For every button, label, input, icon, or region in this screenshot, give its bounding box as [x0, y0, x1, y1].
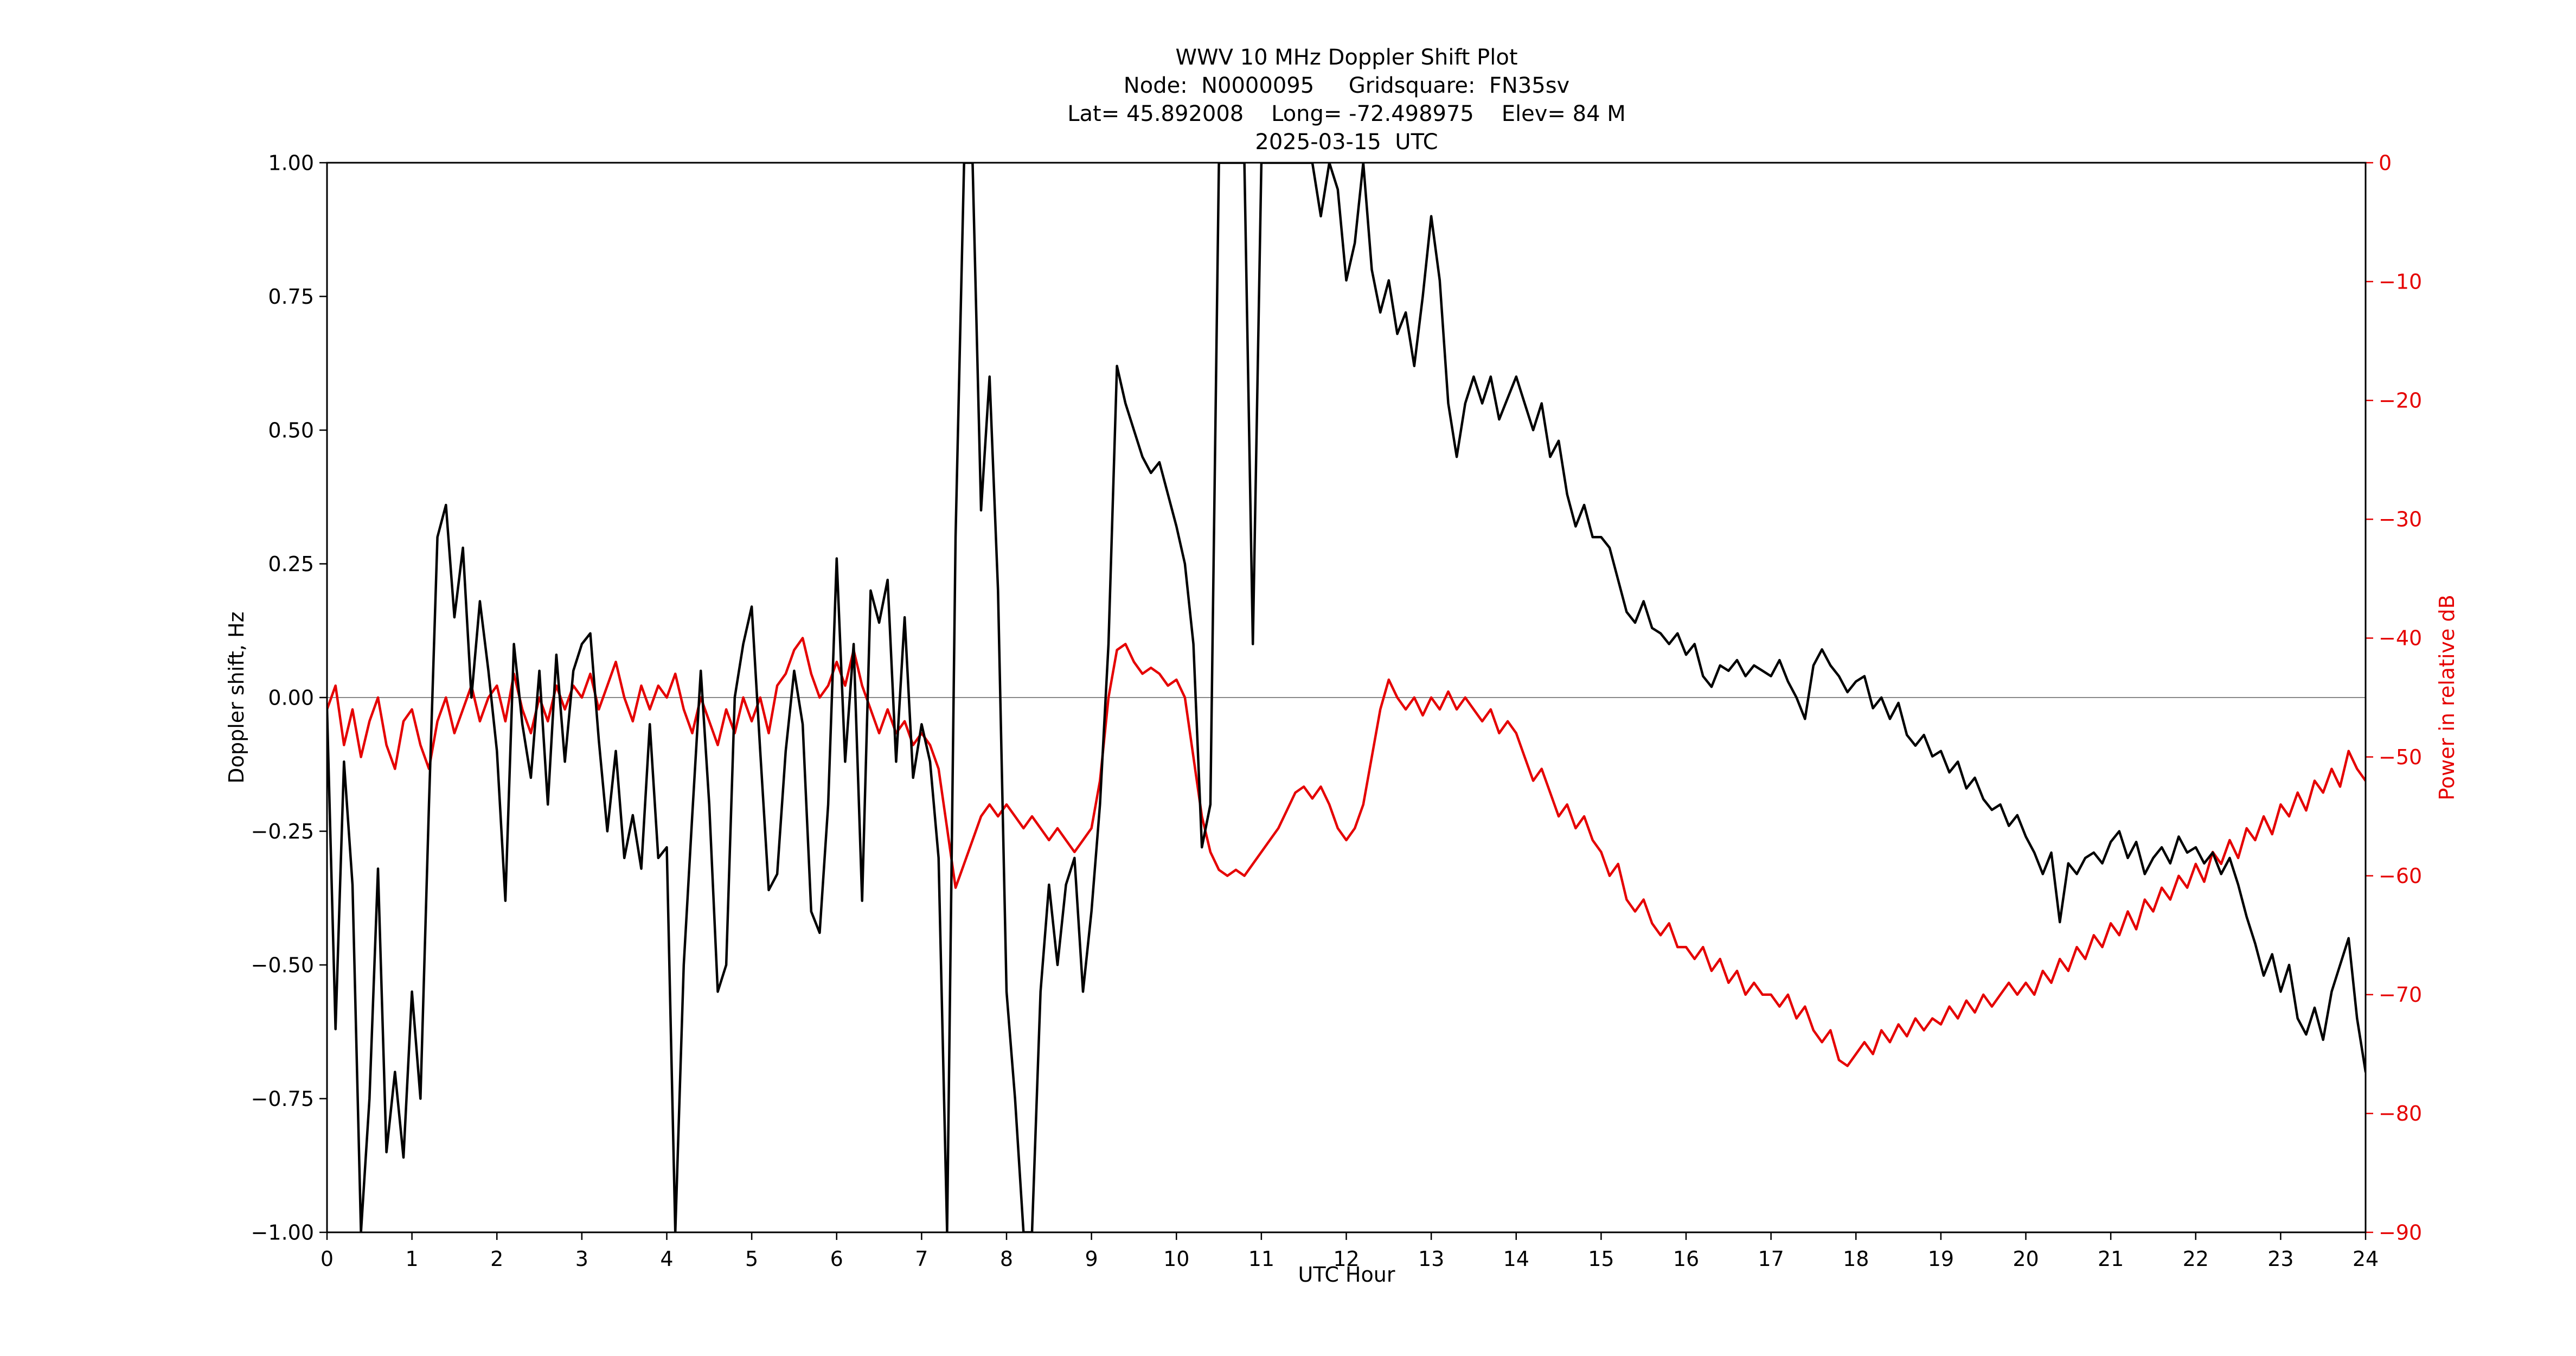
chart-subtitle-date: 2025-03-15 UTC [1255, 130, 1438, 155]
tick-label: 0.75 [268, 285, 314, 309]
tick-label: −70 [2379, 983, 2422, 1007]
tick-label: 5 [745, 1247, 758, 1271]
tick-label: −0.75 [251, 1087, 314, 1111]
tick-label: −80 [2379, 1102, 2422, 1125]
tick-label: 7 [915, 1247, 928, 1271]
tick-label: 15 [1588, 1247, 1614, 1271]
tick-label: 9 [1085, 1247, 1098, 1271]
left-axis-title: Doppler shift, Hz [225, 611, 248, 784]
right-axis-ticks: 0 −10 −20 −30 −40 −50 −60 −70 −80 −90 [2366, 151, 2422, 1244]
tick-label: 10 [1163, 1247, 1189, 1271]
tick-label: −90 [2379, 1220, 2422, 1244]
tick-label: 16 [1673, 1247, 1699, 1271]
tick-label: 1.00 [268, 151, 314, 175]
tick-label: 24 [2353, 1247, 2379, 1271]
tick-label: 17 [1758, 1247, 1784, 1271]
tick-label: 13 [1418, 1247, 1444, 1271]
tick-label: 0.50 [268, 418, 314, 442]
tick-label: 0.25 [268, 552, 314, 576]
tick-label: 6 [830, 1247, 843, 1271]
tick-label: 2 [490, 1247, 503, 1271]
tick-label: 20 [2013, 1247, 2039, 1271]
power-line [327, 637, 2366, 1067]
tick-label: −0.25 [251, 820, 314, 843]
tick-label: −40 [2379, 626, 2422, 650]
right-axis-title: Power in relative dB [2435, 594, 2459, 801]
tick-label: −1.00 [251, 1220, 314, 1244]
tick-label: 19 [1928, 1247, 1954, 1271]
tick-label: 22 [2183, 1247, 2209, 1271]
x-axis-title: UTC Hour [1298, 1263, 1395, 1287]
tick-label: 0 [2379, 151, 2392, 175]
tick-label: 1 [406, 1247, 419, 1271]
chart-subtitle-location: Lat= 45.892008 Long= -72.498975 Elev= 84… [1067, 101, 1626, 126]
tick-label: 11 [1248, 1247, 1274, 1271]
doppler-line [327, 163, 2366, 1232]
tick-label: 23 [2267, 1247, 2293, 1271]
tick-label: −0.50 [251, 953, 314, 977]
tick-label: 12 [1333, 1247, 1359, 1271]
tick-label: 14 [1503, 1247, 1529, 1271]
tick-label: 3 [575, 1247, 588, 1271]
tick-label: 0.00 [268, 686, 314, 709]
chart-title: WWV 10 MHz Doppler Shift Plot [1175, 45, 1518, 70]
tick-label: −50 [2379, 745, 2422, 769]
tick-label: −30 [2379, 508, 2422, 532]
chart-subtitle-node: Node: N0000095 Gridsquare: FN35sv [1123, 73, 1570, 98]
chart-title-block: WWV 10 MHz Doppler Shift Plot Node: N000… [327, 43, 2366, 156]
tick-label: 0 [321, 1247, 334, 1271]
plot-border [326, 162, 2367, 1233]
tick-label: 4 [660, 1247, 673, 1271]
tick-label: −60 [2379, 864, 2422, 888]
x-axis-ticks: 0 1 2 3 4 5 6 7 8 9 10 11 12 13 14 15 16 17 18 19 20 21 22 23 24 [321, 1232, 2379, 1271]
tick-label: 8 [1000, 1247, 1013, 1271]
tick-label: 18 [1843, 1247, 1869, 1271]
tick-label: 21 [2098, 1247, 2124, 1271]
tick-label: −20 [2379, 389, 2422, 413]
tick-label: −10 [2379, 270, 2422, 293]
left-axis-ticks: 1.00 0.75 0.50 0.25 0.00 −0.25 −0.50 −0.75 −1.00 [251, 151, 327, 1244]
